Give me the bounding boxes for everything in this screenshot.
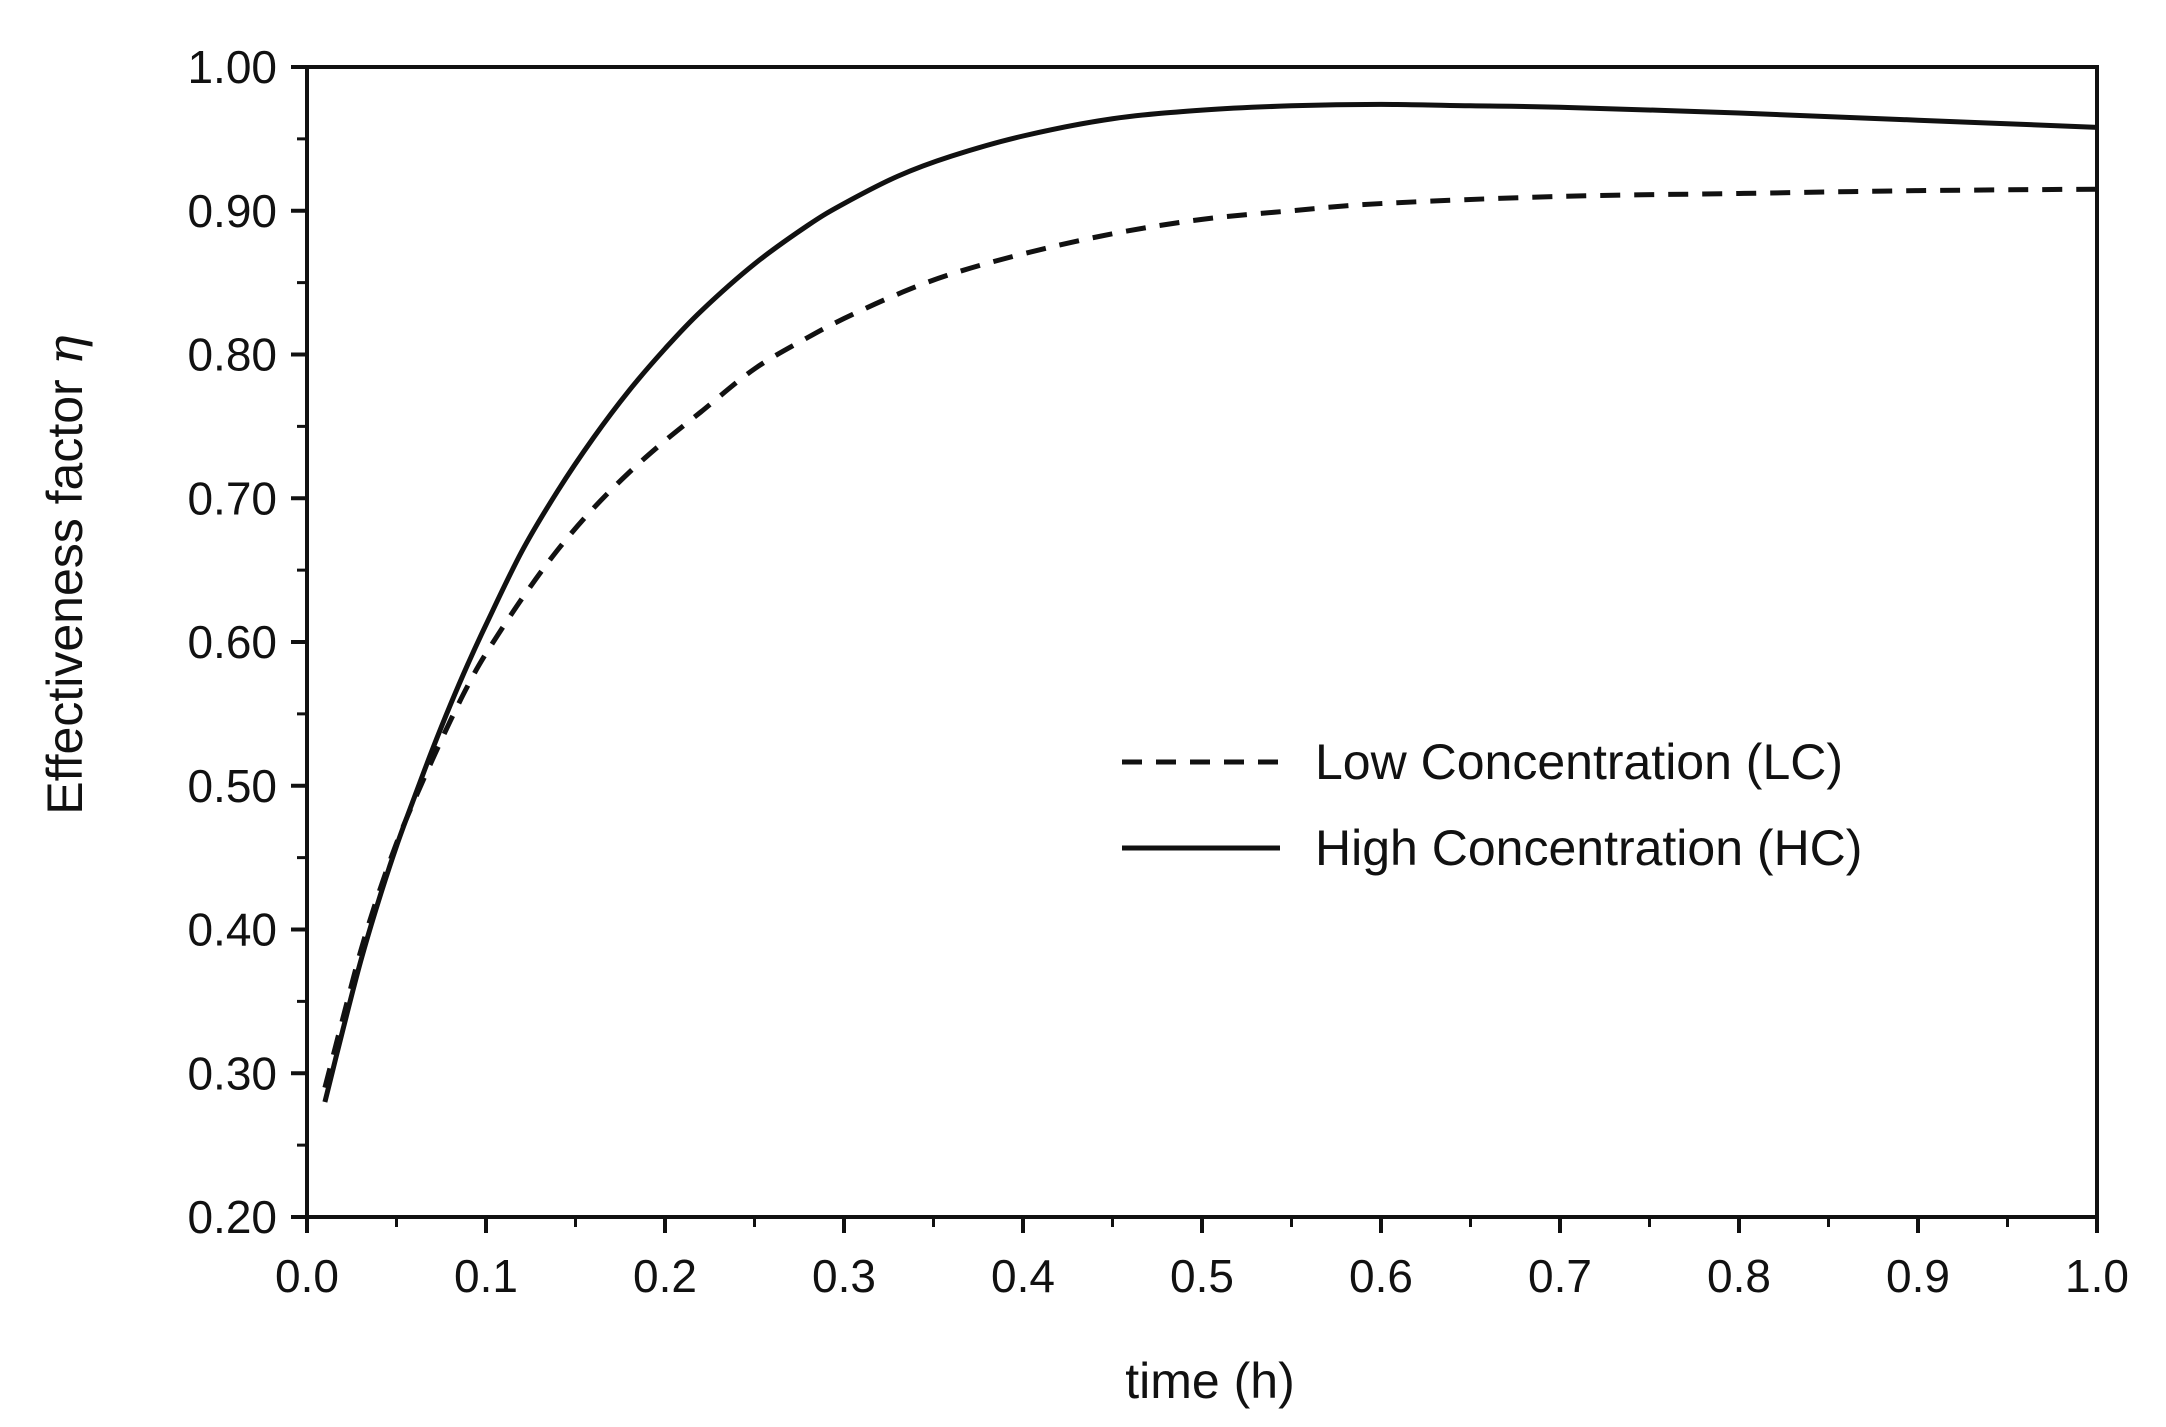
x-tick-label: 0.3 [812,1250,876,1302]
series-line-high-concentration [322,101,2098,1103]
plot-area [322,101,2098,1103]
x-tick-label: 0.4 [991,1250,1055,1302]
x-tick-label: 1.0 [2065,1250,2129,1302]
y-tick-label: 0.70 [187,472,277,524]
x-tick-label: 0.8 [1707,1250,1771,1302]
x-tick-label: 0.9 [1886,1250,1950,1302]
y-tick-label: 0.80 [187,329,277,381]
x-tick-label: 0.6 [1349,1250,1413,1302]
y-tick-label: 0.30 [187,1047,277,1099]
y-tick-label: 1.00 [187,41,277,93]
legend-label-lc: Low Concentration (LC) [1315,734,1843,790]
y-tick-label: 0.20 [187,1191,277,1243]
x-axis-title: time (h) [1125,1353,1294,1409]
x-tick-label: 0.1 [454,1250,518,1302]
x-tick-label: 0.2 [633,1250,697,1302]
x-tick-label: 0.7 [1528,1250,1592,1302]
y-axis-title-text: Effectiveness factor [37,379,93,814]
y-tick-label: 0.50 [187,760,277,812]
x-tick-label: 0.0 [275,1250,339,1302]
x-tick-label: 0.5 [1170,1250,1234,1302]
y-tick-label: 0.90 [187,185,277,237]
y-tick-label: 0.40 [187,904,277,956]
y-axis-title: Effectiveness factor η [36,335,94,814]
legend-label-hc: High Concentration (HC) [1315,820,1862,876]
legend: Low Concentration (LC) High Concentratio… [1122,734,1862,876]
y-axis: 0.20 0.30 0.40 0.50 0.60 0.70 0.80 0.90 1.00 [187,41,307,1243]
x-axis: 0.0 0.1 0.2 0.3 0.4 0.5 0.6 0.7 0.8 0.9 1.0 [275,1217,2129,1302]
y-tick-label: 0.60 [187,616,277,668]
y-axis-title-symbol: η [36,335,94,365]
